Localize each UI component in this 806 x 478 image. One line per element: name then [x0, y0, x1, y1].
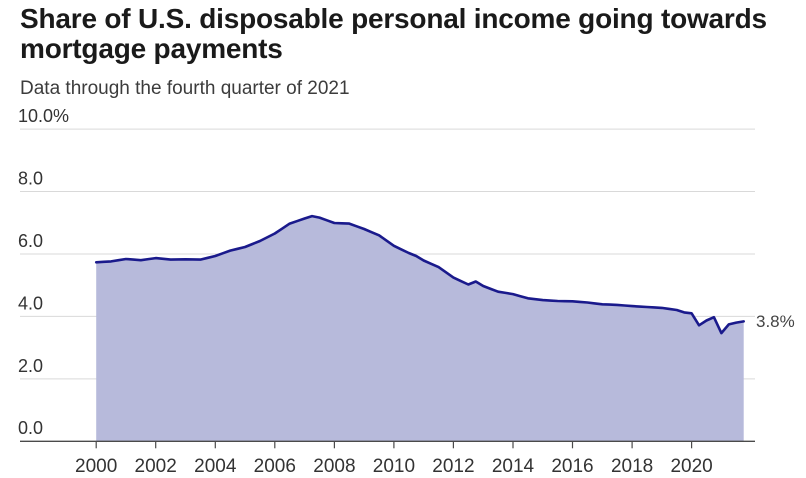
svg-text:2020: 2020 — [670, 456, 712, 477]
svg-text:2016: 2016 — [551, 456, 593, 477]
svg-text:10.0%: 10.0% — [18, 106, 69, 126]
svg-text:3.8%: 3.8% — [756, 312, 795, 331]
svg-text:2002: 2002 — [135, 456, 177, 477]
svg-text:2018: 2018 — [611, 456, 653, 477]
svg-text:2012: 2012 — [432, 456, 474, 477]
svg-text:8.0: 8.0 — [18, 168, 43, 188]
svg-text:2014: 2014 — [492, 456, 535, 477]
svg-text:2004: 2004 — [194, 456, 237, 477]
svg-text:2008: 2008 — [313, 456, 355, 477]
svg-text:2000: 2000 — [75, 456, 117, 477]
svg-text:4.0: 4.0 — [18, 293, 43, 313]
svg-text:6.0: 6.0 — [18, 231, 43, 251]
svg-text:0.0: 0.0 — [18, 418, 43, 438]
svg-text:2006: 2006 — [254, 456, 296, 477]
svg-text:2010: 2010 — [373, 456, 415, 477]
svg-text:2.0: 2.0 — [18, 356, 43, 376]
